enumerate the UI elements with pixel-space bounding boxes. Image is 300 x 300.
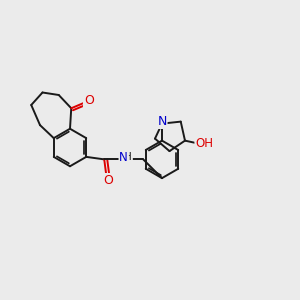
Text: O: O	[103, 174, 113, 187]
Text: N: N	[157, 115, 167, 128]
Text: N: N	[119, 151, 128, 164]
Text: OH: OH	[195, 137, 213, 150]
Text: H: H	[124, 152, 132, 162]
Text: O: O	[84, 94, 94, 107]
